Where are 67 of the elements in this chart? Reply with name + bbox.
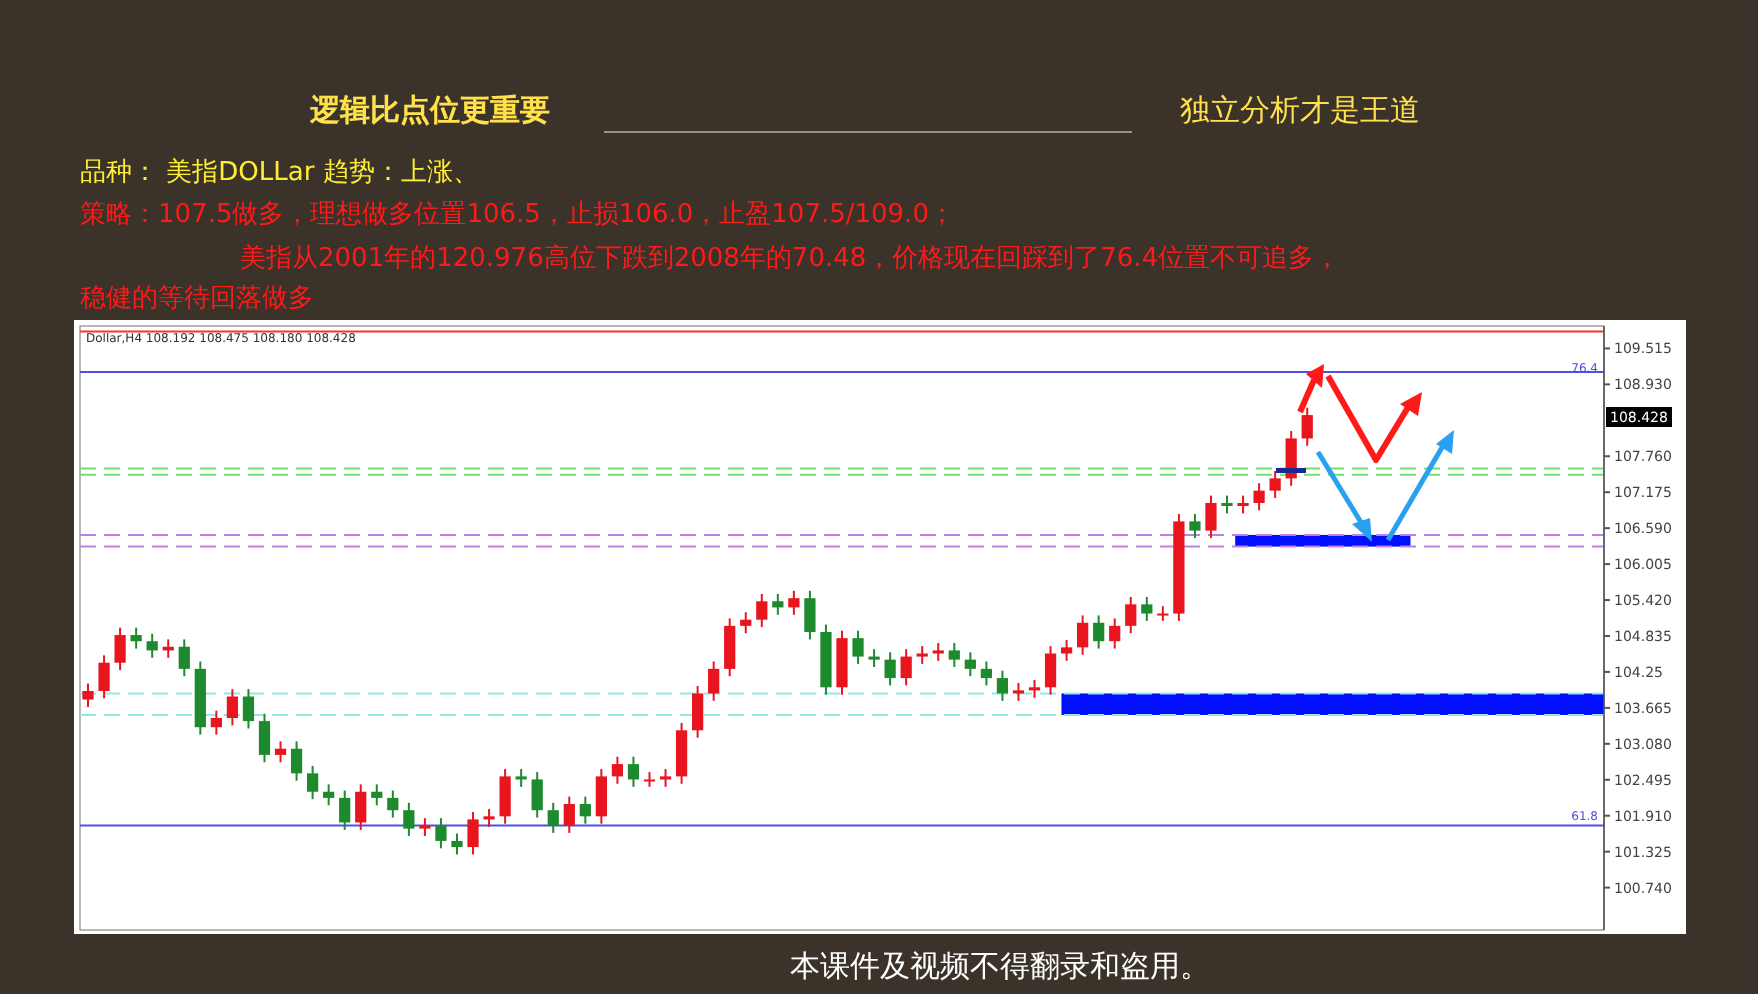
candlestick — [1109, 617, 1121, 650]
candlestick — [323, 783, 335, 807]
candlestick — [980, 660, 992, 687]
candlestick — [467, 811, 479, 856]
candlestick — [98, 654, 110, 700]
candlestick — [1301, 406, 1313, 447]
candlestick — [692, 685, 704, 739]
candlestick — [451, 832, 463, 856]
candlestick — [178, 638, 190, 678]
candlestick — [114, 626, 126, 672]
candlestick — [740, 611, 752, 635]
candlestick — [547, 801, 559, 834]
candlestick — [964, 651, 976, 678]
candlestick — [435, 817, 447, 850]
candlestick — [579, 795, 591, 825]
candlestick — [1141, 595, 1153, 622]
text: 逻辑比点位更重要 — [308, 92, 550, 128]
text: 独立分析才是王道 — [1180, 92, 1420, 128]
candlestick — [1125, 595, 1137, 635]
candlestick — [1189, 513, 1201, 539]
candlestick — [1060, 638, 1073, 662]
candlestick — [804, 589, 816, 641]
text: 稳健的等待回落做多 — [80, 284, 314, 314]
candlestick — [1269, 470, 1281, 500]
candlestick — [724, 617, 736, 678]
candlestick — [852, 629, 864, 665]
candlestick — [708, 660, 720, 702]
candlestick — [1205, 494, 1217, 539]
candlestick — [595, 768, 607, 825]
text: 本课件及视频不得翻录和盗用。 — [790, 948, 1210, 984]
candlestick — [146, 632, 158, 659]
candlestick — [996, 669, 1009, 702]
candlestick — [531, 771, 543, 819]
candlestick — [274, 740, 287, 764]
candlestick — [563, 795, 575, 834]
candlestick — [387, 789, 399, 819]
candlestick — [130, 626, 142, 650]
candlestick — [210, 709, 222, 736]
candlestick — [339, 789, 351, 831]
candlestick — [1044, 645, 1057, 696]
candlestick — [756, 592, 768, 629]
candlestick — [788, 589, 800, 616]
candlestick — [355, 783, 367, 831]
candlestick — [226, 688, 239, 727]
candlestick — [499, 768, 511, 825]
candlestick — [772, 592, 784, 616]
candlestick — [1157, 605, 1169, 622]
text: 品种： 美指DOLLar 趋势：上涨、 — [80, 156, 479, 188]
candlestick — [82, 682, 94, 708]
candlestick — [1093, 614, 1105, 650]
candlestick — [900, 648, 912, 687]
candlestick — [643, 771, 656, 788]
candlestick — [627, 755, 640, 788]
text: 策略：107.5做多，理想做多位置106.5，止损106.0，止盈107.5/109.0； — [80, 200, 955, 230]
candlestick — [258, 712, 271, 764]
candlestick — [675, 721, 688, 785]
text: 美指从2001年的120.976高位下跌到2008年的70.48，价格现在回踩到了76.4位置不可追多， — [240, 242, 1341, 274]
candlestick — [1253, 482, 1265, 512]
candlestick — [884, 651, 896, 687]
candlestick — [307, 764, 319, 801]
candlestick — [948, 642, 960, 669]
candlestick — [1077, 614, 1089, 656]
candlestick — [611, 755, 624, 785]
candlestick — [290, 740, 303, 782]
candlestick — [403, 801, 415, 837]
candlestick — [242, 688, 255, 730]
candlestick — [371, 783, 383, 807]
